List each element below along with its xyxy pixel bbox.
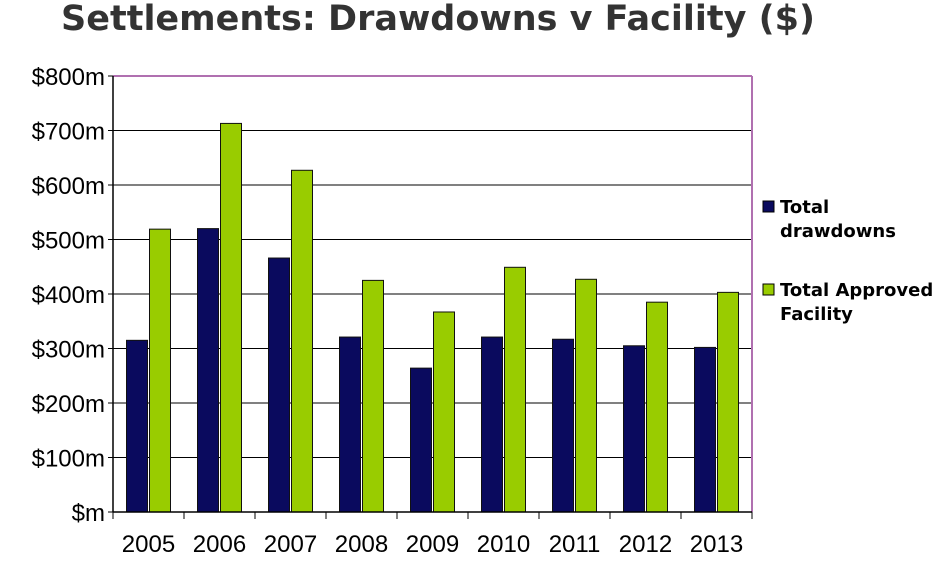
bar-drawdowns-2013: [694, 346, 716, 513]
legend: Total drawdowns Total Approved Facility: [762, 197, 933, 325]
axes: [108, 75, 753, 519]
y-tick-label: $600m: [32, 173, 105, 200]
bars: [126, 122, 739, 513]
bar-drawdowns-2005: [126, 339, 148, 513]
y-tick-labels: $m $100m $200m $300m $400m $500m $600m $700m $80…: [32, 64, 105, 527]
bar-drawdowns-2011: [552, 338, 574, 513]
x-tick-label: 2011: [549, 531, 601, 558]
bar-approved-facility-2009: [433, 311, 455, 513]
y-tick-label: $800m: [32, 64, 105, 91]
bar-approved-facility-2007: [291, 169, 313, 513]
bar-drawdowns-2006: [197, 228, 219, 513]
bar-drawdowns-2008: [339, 336, 361, 513]
x-tick-label: 2005: [122, 531, 175, 558]
gridlines: [113, 130, 752, 458]
legend-label: Total Approved Facility: [780, 280, 933, 325]
bar-drawdowns-2007: [268, 257, 290, 513]
x-tick-label: 2013: [690, 531, 743, 558]
legend-swatch-drawdowns: [762, 200, 775, 213]
bar-approved-facility-2006: [220, 122, 242, 513]
bar-approved-facility-2013: [717, 291, 739, 513]
bar-approved-facility-2010: [504, 266, 526, 513]
y-tick-label: $200m: [32, 391, 105, 418]
chart-title: Settlements: Drawdowns v Facility ($): [61, 0, 815, 39]
x-tick-label: 2010: [477, 531, 530, 558]
x-tick-label: 2007: [264, 531, 317, 558]
bar-approved-facility-2008: [362, 279, 384, 513]
bar-drawdowns-2009: [410, 367, 432, 513]
bar-approved-facility-2011: [575, 278, 597, 513]
bar-approved-facility-2012: [646, 301, 668, 513]
bar-drawdowns-2012: [623, 345, 645, 513]
legend-label: Total drawdowns: [780, 197, 896, 242]
bar-drawdowns-2010: [481, 336, 503, 513]
y-tick-label: $500m: [32, 228, 105, 255]
x-tick-label: 2006: [193, 531, 246, 558]
bar-approved-facility-2005: [149, 228, 171, 513]
x-tick-label: 2008: [335, 531, 388, 558]
y-tick-label: $300m: [32, 337, 105, 364]
y-tick-label: $m: [72, 500, 105, 527]
x-tick-label: 2009: [406, 531, 459, 558]
legend-swatch-approved-facility: [762, 283, 775, 296]
x-tick-label: 2012: [619, 531, 672, 558]
x-tick-labels: 2005 2006 2007 2008 2009 2010 2011 2012 2013: [122, 531, 743, 558]
y-tick-label: $400m: [32, 282, 105, 309]
y-tick-label: $700m: [32, 119, 105, 146]
y-tick-label: $100m: [32, 446, 105, 473]
